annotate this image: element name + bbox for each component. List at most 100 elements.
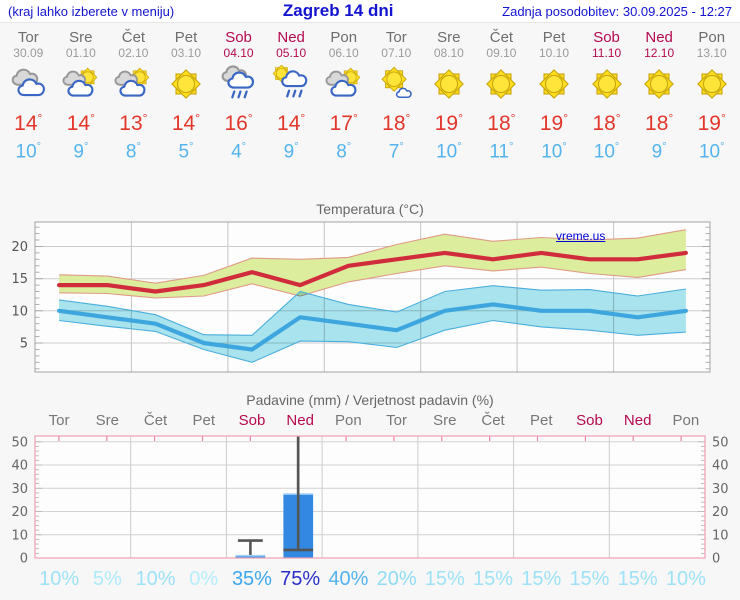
precip-probability: 20% — [376, 568, 417, 591]
precip-probability: 15% — [473, 568, 514, 591]
precip-day-label: Sob — [576, 412, 603, 430]
svg-text:30: 30 — [11, 482, 28, 497]
day-column-10[interactable]: Čet 09.10 18° 11° — [475, 29, 528, 163]
day-date: 08.10 — [433, 46, 464, 60]
precip-probability: 75% — [280, 568, 321, 591]
high-temperature: 19° — [697, 111, 726, 135]
high-temperature: 18° — [487, 111, 516, 135]
cloudy-icon — [8, 65, 48, 103]
sun-small-cloud-icon — [376, 65, 416, 103]
high-temperature: 18° — [382, 111, 411, 135]
sunny-icon — [639, 65, 679, 103]
last-update-text: Zadnja posodobitev: 30.09.2025 - 12:27 — [502, 3, 732, 19]
precip-day-labels: Tor Sre Čet Pet Sob Ned Pon Tor Sre Čet Pet Sob Ned P… — [35, 411, 710, 430]
precip-day-label: Pet — [192, 412, 215, 430]
day-date: 03.10 — [170, 46, 201, 60]
day-date: 10.10 — [538, 46, 569, 60]
day-name: Sre — [437, 29, 461, 46]
day-date: 02.10 — [118, 46, 149, 60]
high-temperature: 13° — [119, 111, 148, 135]
day-column-5[interactable]: Sob 04.10 16° 4° — [212, 29, 265, 163]
low-temperature: 4° — [231, 141, 247, 163]
day-date: 06.10 — [328, 46, 359, 60]
day-column-11[interactable]: Pet 10.10 19° 10° — [528, 29, 581, 163]
day-date: 04.10 — [223, 46, 254, 60]
day-date: 09.10 — [486, 46, 517, 60]
svg-text:10: 10 — [11, 529, 28, 544]
rain-icon — [219, 65, 259, 103]
precip-bar — [235, 539, 266, 559]
precip-probability: 15% — [521, 568, 562, 591]
day-column-2[interactable]: Sre 01.10 14° 9° — [55, 29, 108, 163]
precip-day-label: Sre — [433, 412, 457, 430]
svg-text:10: 10 — [11, 305, 28, 320]
page-header: (kraj lahko izberete v meniju) Zagreb 14… — [0, 0, 740, 23]
day-name: Ned — [277, 29, 305, 46]
svg-text:40: 40 — [712, 459, 729, 474]
day-name: Sob — [225, 29, 252, 46]
day-column-7[interactable]: Pon 06.10 17° 8° — [317, 29, 370, 163]
svg-text:50: 50 — [11, 436, 28, 451]
day-column-4[interactable]: Pet 03.10 14° 5° — [160, 29, 213, 163]
day-column-14[interactable]: Pon 13.10 19° 10° — [685, 29, 738, 163]
low-temperature: 10° — [698, 141, 725, 163]
sunny-icon — [692, 65, 732, 103]
day-date: 30.09 — [13, 46, 44, 60]
vreme-us-link[interactable]: vreme.us — [556, 229, 606, 244]
low-temperature: 10° — [15, 141, 42, 163]
precip-probability: 15% — [569, 568, 610, 591]
precip-probability: 0% — [189, 568, 219, 591]
svg-text:50: 50 — [712, 436, 729, 451]
precip-day-label: Sre — [95, 412, 119, 430]
day-date: 13.10 — [696, 46, 727, 60]
precip-probability: 15% — [424, 568, 465, 591]
high-temperature: 14° — [171, 111, 201, 135]
high-temperature: 18° — [645, 111, 674, 135]
precip-probability: 10% — [135, 568, 176, 591]
high-temperature: 14° — [14, 111, 43, 135]
precip-day-label: Pet — [529, 412, 553, 430]
day-column-6[interactable]: Ned 05.10 14° 9° — [265, 29, 318, 163]
day-date: 12.10 — [644, 46, 675, 60]
sun-rain-icon — [271, 65, 311, 103]
high-temperature: 17° — [329, 111, 358, 135]
day-column-8[interactable]: Tor 07.10 18° 7° — [370, 29, 423, 163]
day-name: Pet — [174, 29, 198, 46]
temperature-chart-title: Temperatura (°C) — [316, 201, 424, 218]
menu-hint-text: (kraj lahko izberete v meniju) — [8, 3, 175, 19]
sunny-icon — [534, 65, 574, 103]
precip-bar — [283, 436, 314, 559]
svg-text:30: 30 — [712, 482, 729, 497]
high-temperature: 19° — [434, 111, 463, 135]
precip-probability: 10% — [665, 568, 706, 591]
low-temperature: 9° — [651, 141, 667, 163]
day-date: 07.10 — [381, 46, 412, 60]
precip-probability: 10% — [39, 568, 80, 591]
day-column-9[interactable]: Sre 08.10 19° 10° — [423, 29, 476, 163]
low-temperature: 7° — [388, 141, 404, 163]
precip-probability: 15% — [617, 568, 658, 591]
day-name: Čet — [121, 29, 146, 46]
svg-text:20: 20 — [11, 505, 28, 520]
svg-text:20: 20 — [11, 240, 28, 255]
svg-text:20: 20 — [712, 505, 729, 520]
precip-day-label: Ned — [623, 412, 652, 430]
svg-text:15: 15 — [11, 273, 28, 288]
forecast-strip: Tor 30.09 14° 10° Sre 01.10 14° 9° Čet 02.10 13° 8°… — [0, 23, 740, 163]
day-name: Sob — [593, 29, 620, 46]
precip-probability: 35% — [231, 568, 272, 591]
high-temperature: 16° — [224, 111, 253, 135]
page-title: Zagreb 14 dni — [282, 1, 394, 20]
day-column-12[interactable]: Sob 11.10 18° 10° — [580, 29, 633, 163]
sunny-icon — [429, 65, 469, 103]
day-column-13[interactable]: Ned 12.10 18° 9° — [633, 29, 686, 163]
day-name: Tor — [17, 29, 39, 46]
day-column-1[interactable]: Tor 30.09 14° 10° — [2, 29, 55, 163]
day-column-3[interactable]: Čet 02.10 13° 8° — [107, 29, 160, 163]
precip-probability: 40% — [328, 568, 369, 591]
low-temperature: 8° — [125, 141, 141, 163]
precip-day-label: Pon — [672, 412, 700, 430]
svg-text:40: 40 — [11, 459, 28, 474]
low-temperature: 10° — [436, 141, 462, 163]
temperature-chart-block: Temperatura (°C) 5 10 15 20 vreme.us — [0, 201, 740, 388]
